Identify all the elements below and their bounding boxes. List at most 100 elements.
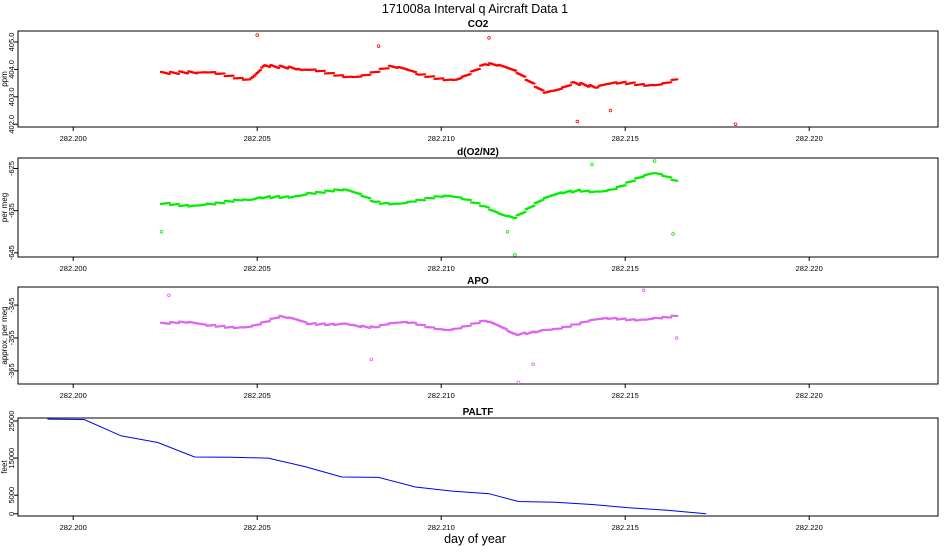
data-point	[523, 211, 526, 213]
panel-title: CO2	[468, 19, 489, 30]
x-tick-label: 282.220	[796, 134, 823, 143]
data-point	[277, 67, 280, 69]
panel-title: PALTF	[463, 407, 494, 418]
outlier-point	[488, 37, 491, 40]
data-point	[231, 75, 234, 77]
y-tick-label: 402.0	[7, 115, 16, 134]
data-point	[368, 197, 371, 199]
x-tick-label: 282.215	[612, 523, 639, 532]
data-point	[541, 199, 544, 201]
data-point	[514, 217, 517, 219]
x-tick-label: 282.210	[428, 391, 455, 400]
data-point	[669, 81, 672, 83]
data-point	[432, 75, 435, 77]
data-point	[377, 201, 380, 203]
outlier-point	[506, 230, 509, 233]
y-axis-label: ppm	[0, 71, 9, 87]
data-point	[578, 189, 581, 191]
data-point	[532, 82, 535, 84]
plot-frame	[18, 31, 938, 127]
data-point	[240, 77, 243, 79]
data-point	[177, 203, 180, 205]
data-point	[468, 325, 471, 327]
data-point	[569, 326, 572, 328]
outlier-point	[370, 358, 373, 361]
x-tick-label: 282.200	[60, 264, 87, 273]
data-point	[478, 202, 481, 204]
x-tick-label: 282.205	[244, 134, 271, 143]
data-point	[487, 64, 490, 66]
outlier-point	[734, 123, 737, 126]
data-point	[623, 81, 626, 83]
data-point	[633, 82, 636, 84]
data-point	[614, 188, 617, 190]
data-point	[222, 202, 225, 204]
data-point	[222, 72, 225, 74]
data-point	[368, 74, 371, 76]
data-point	[505, 328, 508, 330]
data-point	[578, 84, 581, 86]
x-tick-label: 282.205	[244, 523, 271, 532]
x-axis-label: day of year	[444, 532, 506, 546]
altitude-line	[47, 419, 706, 514]
data-point	[459, 327, 462, 329]
data-point	[675, 315, 678, 317]
data-point	[642, 83, 645, 85]
data-point	[468, 73, 471, 75]
data-point	[286, 67, 289, 69]
data-point	[168, 202, 171, 204]
x-tick-label: 282.200	[60, 134, 87, 143]
outlier-point	[642, 289, 645, 292]
data-point	[623, 318, 626, 320]
x-tick-label: 282.205	[244, 264, 271, 273]
y-tick-label: 405.0	[7, 33, 16, 52]
data-point	[569, 84, 572, 86]
data-point	[377, 326, 380, 328]
data-point	[259, 69, 262, 71]
data-point	[313, 69, 316, 71]
data-point	[478, 68, 481, 70]
outlier-point	[517, 381, 520, 384]
outlier-point	[377, 45, 380, 48]
outlier-point	[672, 232, 675, 235]
data-point	[432, 197, 435, 199]
data-point	[177, 73, 180, 75]
data-point	[675, 180, 678, 182]
data-point	[669, 176, 672, 178]
data-point	[323, 192, 326, 194]
outlier-point	[168, 294, 171, 297]
x-tick-label: 282.215	[612, 264, 639, 273]
data-point	[277, 195, 280, 197]
outlier-point	[609, 109, 612, 112]
data-point	[186, 72, 189, 74]
data-point	[523, 76, 526, 78]
x-tick-label: 282.220	[796, 264, 823, 273]
outlier-point	[675, 337, 678, 340]
data-point	[213, 203, 216, 205]
data-point	[414, 71, 417, 73]
y-tick-label: 5000	[7, 487, 16, 504]
x-tick-label: 282.210	[428, 134, 455, 143]
data-point	[441, 77, 444, 79]
data-point	[532, 205, 535, 207]
outlier-point	[653, 160, 656, 163]
data-point	[313, 193, 316, 195]
data-point	[222, 325, 225, 327]
data-point	[168, 73, 171, 75]
data-point	[268, 66, 271, 68]
data-point	[675, 78, 678, 80]
plot-frame	[18, 418, 938, 516]
data-point	[578, 323, 581, 325]
y-axis-label: feet	[0, 460, 9, 474]
data-point	[341, 74, 344, 76]
panel-title: d(O2/N2)	[457, 147, 499, 158]
data-point	[487, 206, 490, 208]
x-tick-label: 282.200	[60, 391, 87, 400]
data-point	[359, 193, 362, 195]
